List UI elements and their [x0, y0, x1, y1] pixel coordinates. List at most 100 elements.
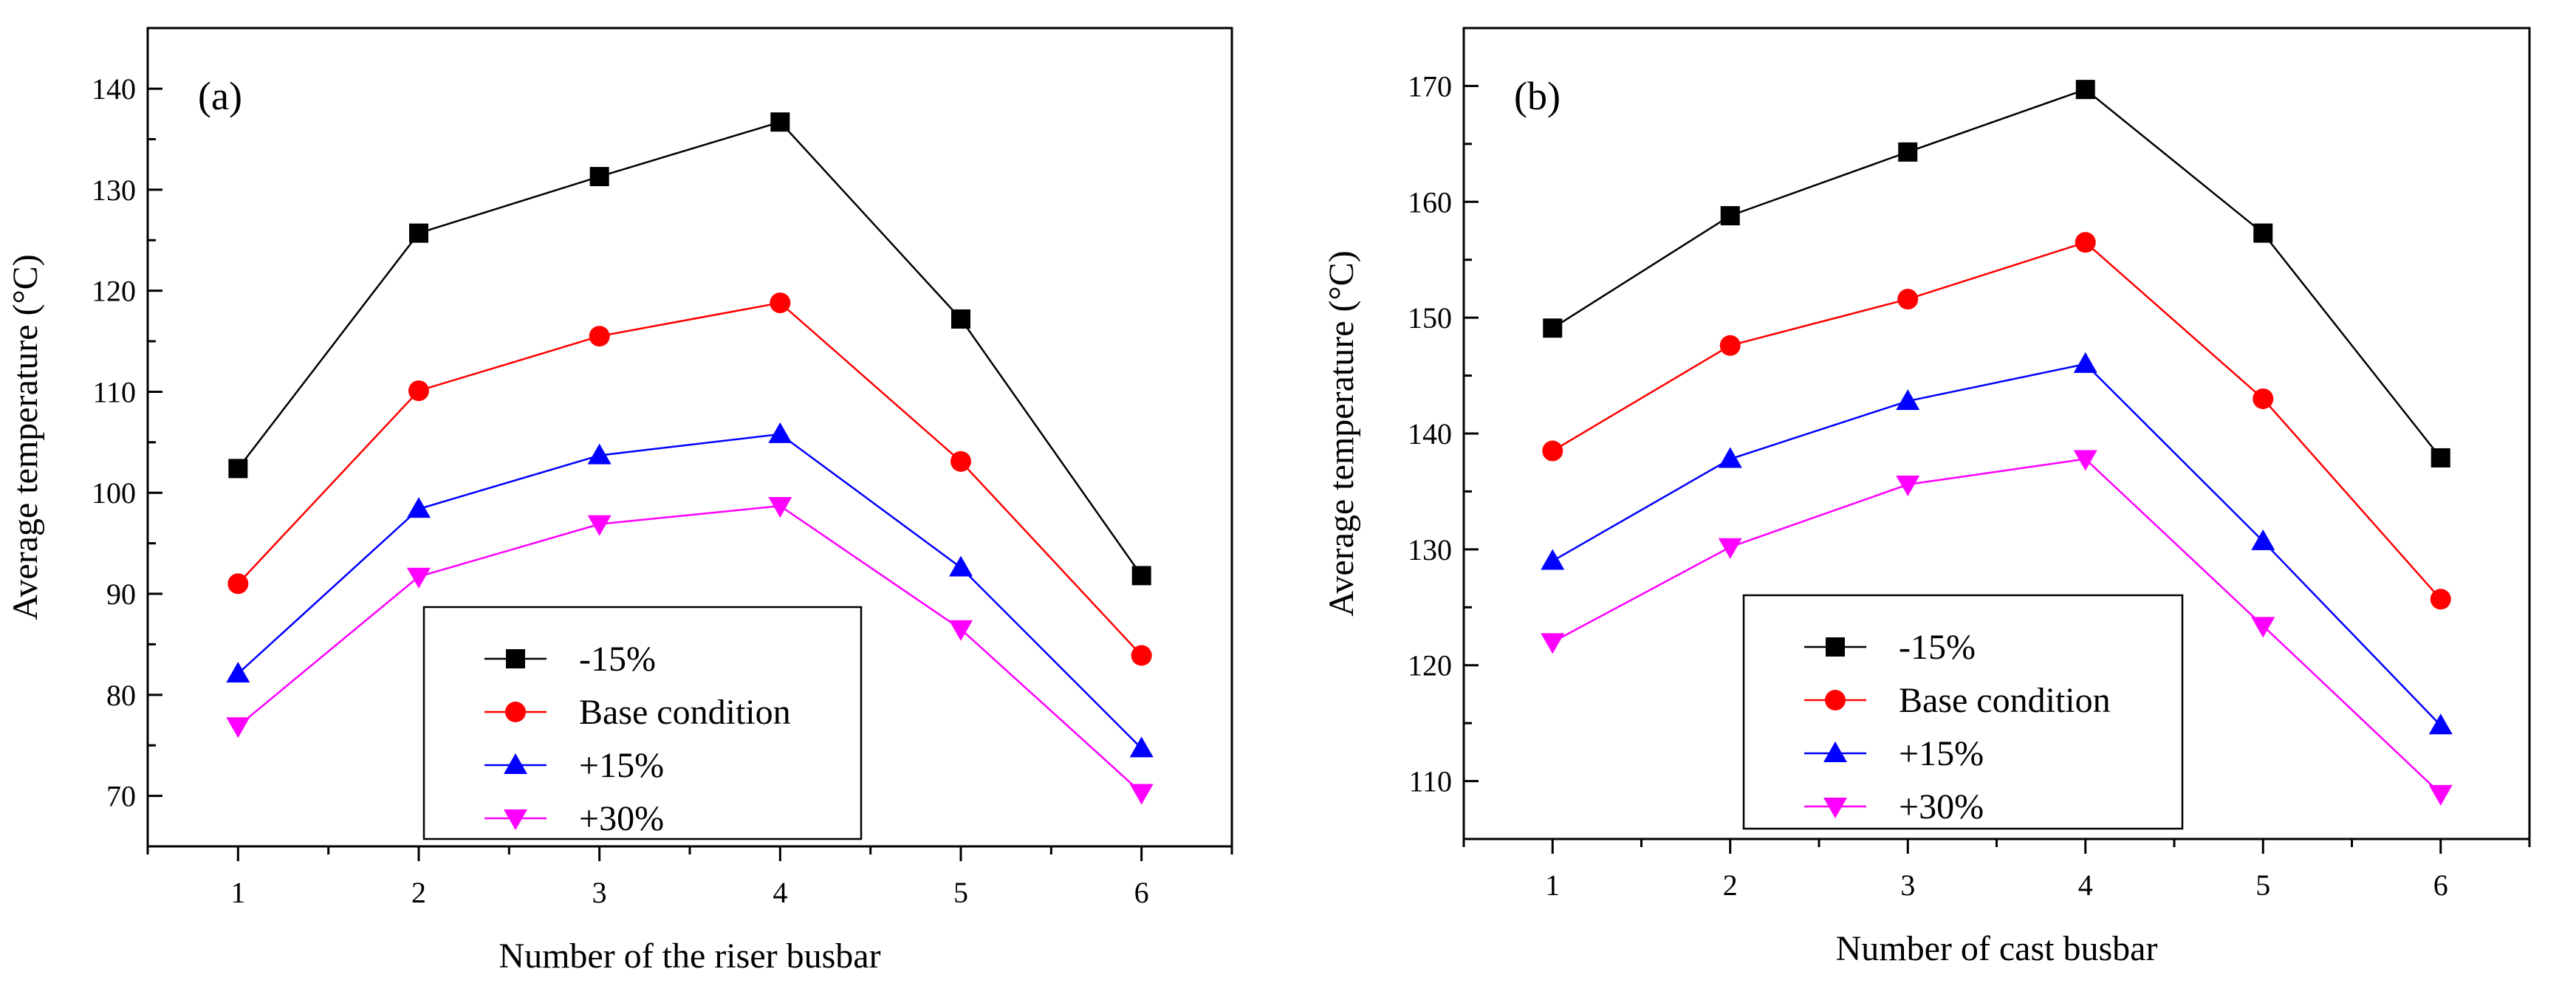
- y-tick-label: 100: [92, 476, 136, 510]
- data-point: [589, 167, 609, 187]
- legend-marker: [1825, 690, 1846, 710]
- data-point: [2430, 589, 2451, 610]
- chart-panel-a: 70 80 90 100 110 120 130 140 1 2 3 4 5 6 Number of the…: [6, 27, 1233, 976]
- data-point: [770, 292, 791, 314]
- series-0: [228, 112, 1151, 586]
- series-line: [1552, 241, 2442, 600]
- x-tick-label: 4: [773, 876, 787, 909]
- data-point: [2431, 448, 2450, 467]
- y-tick-label: 120: [1408, 649, 1452, 682]
- chart-panel-b: 110 120 130 140 150 160 170 1 2 3 4 5 6 Number of cas…: [1322, 27, 2531, 968]
- data-point: [1896, 476, 1920, 497]
- y-tick-label: 120: [92, 275, 136, 308]
- legend: -15% Base condition +15% +30%: [422, 606, 863, 840]
- legend-marker: [1826, 637, 1845, 657]
- series-line: [237, 120, 1143, 577]
- legend-label: +15%: [1899, 734, 1984, 773]
- series-line: [237, 433, 1143, 750]
- legend-marker: [505, 702, 526, 722]
- data-point: [949, 620, 973, 641]
- data-point: [2251, 529, 2275, 550]
- data-point: [2251, 617, 2275, 638]
- data-point: [1898, 142, 1918, 162]
- data-point: [408, 380, 429, 402]
- series-line: [1552, 458, 2442, 795]
- data-point: [1129, 736, 1154, 758]
- series-line: [237, 301, 1143, 657]
- data-point: [768, 422, 792, 443]
- data-point: [1720, 206, 1740, 226]
- y-tick-label: 90: [106, 578, 136, 611]
- legend: -15% Base condition +15% +30%: [1742, 594, 2184, 830]
- x-tick-label: 5: [953, 876, 968, 909]
- legend-marker: [506, 649, 525, 668]
- legend-label: Base condition: [579, 693, 791, 732]
- legend-label: +30%: [579, 799, 664, 838]
- y-tick-label: 150: [1408, 301, 1452, 335]
- data-point: [226, 717, 250, 739]
- data-point: [1897, 289, 1919, 310]
- data-point: [228, 459, 248, 479]
- y-tick-label: 170: [1408, 69, 1452, 103]
- x-tick-label: 4: [2078, 869, 2093, 902]
- data-point: [589, 326, 610, 347]
- series-line: [1552, 363, 2442, 727]
- legend-marker: [504, 809, 527, 830]
- data-point: [1129, 784, 1154, 805]
- data-point: [2075, 232, 2096, 253]
- y-axis-title: Average temperature (°C): [6, 254, 45, 620]
- data-point: [1718, 538, 1742, 559]
- legend-label: +15%: [579, 746, 664, 785]
- legend-box: [422, 606, 863, 840]
- legend-label: -15%: [579, 640, 656, 679]
- legend-label: Base condition: [1899, 681, 2111, 720]
- y-tick-label: 140: [1408, 417, 1452, 451]
- y-tick-label: 70: [106, 780, 136, 813]
- data-point: [2428, 784, 2453, 806]
- series-1: [227, 292, 1152, 666]
- series-1: [1542, 232, 2451, 610]
- data-point: [1131, 645, 1152, 666]
- y-tick-label: 110: [1408, 765, 1452, 798]
- data-point: [770, 112, 790, 132]
- data-point: [1131, 566, 1151, 586]
- series-3: [226, 497, 1154, 805]
- series-2: [1541, 352, 2453, 735]
- x-tick-label: 3: [592, 876, 607, 909]
- data-point: [1718, 447, 1742, 468]
- data-point: [2253, 388, 2274, 409]
- data-point: [2253, 223, 2273, 243]
- x-tick-label: 2: [1723, 869, 1738, 902]
- legend-marker: [504, 753, 527, 774]
- data-point: [226, 662, 250, 683]
- x-axis-title: Number of the riser busbar: [499, 936, 880, 976]
- data-point: [1541, 549, 1565, 570]
- data-point: [1543, 318, 1563, 338]
- data-point: [949, 555, 973, 577]
- data-point: [587, 443, 612, 465]
- y-tick-label: 140: [92, 72, 136, 106]
- y-tick-label: 110: [92, 375, 136, 408]
- data-point: [2428, 713, 2453, 735]
- legend-label: +30%: [1899, 787, 1984, 826]
- legend-marker: [1823, 798, 1847, 818]
- series-line: [1552, 88, 2442, 459]
- series-2: [226, 422, 1154, 758]
- x-axis-title: Number of cast busbar: [1836, 929, 2158, 968]
- y-tick-label: 80: [106, 679, 136, 712]
- data-point: [951, 309, 970, 329]
- data-point: [950, 451, 971, 472]
- series-line: [237, 504, 1143, 794]
- data-point: [2073, 450, 2097, 471]
- data-point: [409, 223, 428, 243]
- data-point: [227, 573, 249, 595]
- data-point: [2075, 80, 2095, 100]
- x-tick-label: 2: [411, 876, 426, 909]
- x-tick-label: 6: [2433, 869, 2448, 902]
- panel-label: (a): [198, 74, 242, 118]
- x-tick-label: 3: [1900, 869, 1915, 902]
- x-tick-label: 1: [230, 876, 245, 909]
- data-point: [1541, 633, 1565, 654]
- data-point: [1896, 389, 1920, 411]
